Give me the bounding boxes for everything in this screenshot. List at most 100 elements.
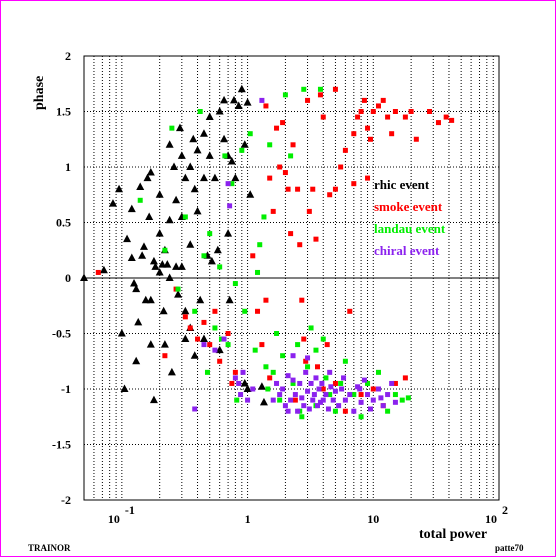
data-point [365, 125, 371, 131]
data-point [443, 114, 449, 120]
data-point [215, 107, 224, 115]
data-point [342, 358, 348, 364]
data-point [265, 386, 271, 392]
data-point [280, 353, 286, 359]
data-point [255, 269, 261, 275]
data-point [127, 253, 136, 262]
data-point [355, 114, 361, 120]
data-point [174, 290, 183, 298]
data-point [136, 182, 145, 190]
data-point [227, 203, 233, 209]
data-point [177, 262, 186, 270]
data-point [385, 408, 391, 414]
data-point [315, 403, 321, 409]
data-point [143, 173, 152, 182]
data-point [402, 114, 408, 120]
data-point [192, 406, 198, 412]
data-point [165, 140, 174, 148]
data-point [221, 336, 227, 342]
data-point [130, 279, 139, 287]
data-point [245, 397, 251, 403]
data-point [277, 392, 283, 398]
data-point [280, 120, 286, 126]
data-point [207, 256, 216, 265]
data-point [149, 256, 158, 265]
data-point [311, 392, 317, 398]
data-point [197, 109, 203, 114]
data-point [361, 97, 367, 103]
data-point [330, 397, 336, 403]
data-point [201, 342, 207, 348]
data-point [201, 253, 207, 259]
data-point [270, 208, 276, 214]
data-point [341, 375, 347, 381]
data-point [257, 242, 263, 248]
data-point [389, 380, 395, 386]
data-point [146, 295, 155, 304]
y-tick-label: -2 [61, 493, 71, 507]
data-point [120, 384, 129, 392]
data-point [199, 173, 208, 182]
data-point [123, 234, 132, 243]
data-point [328, 384, 334, 390]
x-tick-exponent: -1 [125, 503, 135, 517]
data-point [327, 192, 333, 198]
data-point [347, 308, 353, 314]
data-point [380, 97, 386, 103]
data-point [290, 353, 296, 359]
data-point [172, 195, 181, 204]
data-point [246, 190, 255, 198]
data-point [290, 380, 296, 386]
data-point [313, 347, 319, 353]
data-point [151, 262, 160, 270]
data-point [306, 208, 312, 214]
data-point [316, 386, 322, 392]
data-point [175, 286, 181, 292]
data-point [351, 392, 357, 398]
data-point [370, 109, 376, 114]
data-point [389, 131, 395, 137]
data-point [435, 120, 441, 126]
data-point [263, 103, 269, 109]
data-point [332, 186, 338, 192]
data-point [243, 98, 252, 106]
data-point [267, 375, 273, 381]
data-point [225, 342, 231, 348]
data-point [308, 380, 314, 386]
data-point [127, 204, 136, 213]
y-tick-label: 0 [65, 271, 71, 285]
data-point [282, 92, 288, 98]
data-point [313, 375, 319, 381]
data-point [162, 247, 168, 253]
data-point [210, 173, 219, 182]
data-point [165, 215, 174, 224]
data-point [277, 164, 283, 170]
data-point [212, 347, 218, 353]
data-point [351, 408, 357, 414]
data-point [212, 308, 218, 314]
data-point [232, 369, 238, 375]
data-point [365, 175, 371, 181]
data-point [108, 199, 117, 207]
data-point [285, 186, 291, 192]
data-point [351, 131, 357, 137]
data-point [399, 397, 405, 403]
data-point [285, 373, 291, 379]
data-point [181, 173, 190, 182]
data-point [181, 334, 190, 343]
data-point [347, 392, 353, 398]
data-point [159, 306, 168, 315]
data-point [358, 399, 364, 405]
data-point [205, 112, 214, 121]
data-point [220, 134, 229, 143]
data-point [280, 386, 286, 392]
legend: rhic event smoke event landau event chiral … [374, 177, 446, 258]
data-point [338, 380, 344, 386]
data-point [239, 147, 245, 153]
y-tick-label: -1.5 [52, 438, 71, 452]
data-point [370, 386, 376, 392]
data-point [255, 308, 261, 314]
data-point [190, 184, 199, 193]
data-point [169, 125, 175, 131]
